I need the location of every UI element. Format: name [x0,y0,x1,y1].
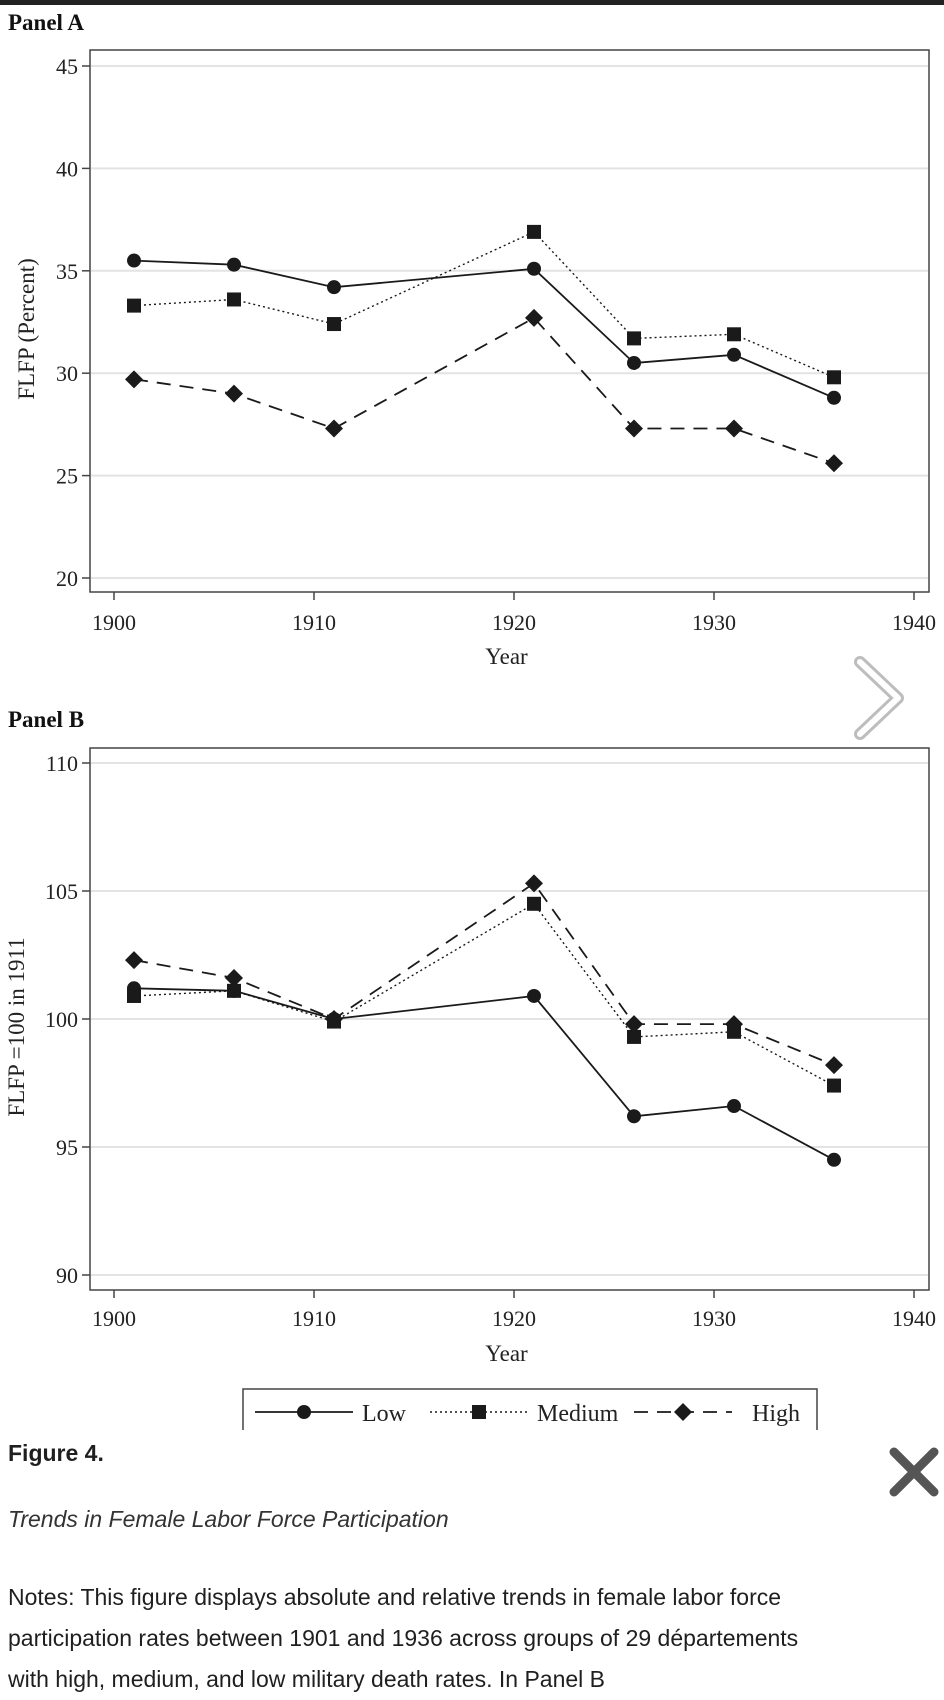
panel-title: Panel A [8,10,84,35]
data-point-low [827,1152,841,1167]
data-point-high [825,454,843,473]
legend: Low Medium High [242,1388,818,1430]
data-point-low [627,355,641,370]
data-point-medium [127,988,141,1003]
y-tick-label: 95 [56,1135,78,1160]
data-point-high [825,1056,843,1075]
series-high [125,874,843,1075]
data-point-medium [527,896,541,911]
figure-title: Trends in Female Labor Force Participati… [8,1506,449,1532]
data-point-low [627,1109,641,1124]
legend-item-low: Low [255,1401,407,1427]
chart-panel-b: Panel B 90 95 100 105 110 1900 1910 1920 1930 1940… [4,707,936,1366]
data-point-high [125,370,143,389]
data-point-high [525,308,543,327]
data-point-medium [627,1029,641,1044]
data-point-low [327,280,341,295]
series-medium [127,224,841,385]
y-tick-label: 25 [56,464,78,489]
x-tick-label: 1910 [292,610,336,635]
data-point-medium [827,1078,841,1093]
figure-number: Figure 4. [8,1440,104,1466]
data-point-high [325,419,343,438]
legend-marker [674,1403,692,1421]
data-point-high [725,419,743,438]
next-button[interactable] [852,656,908,740]
x-tick-label: 1900 [92,1306,136,1331]
data-point-low [127,253,141,268]
data-point-low [527,988,541,1003]
data-point-medium [727,327,741,342]
legend-item-medium: Medium [430,1401,619,1427]
legend-label: High [752,1401,800,1427]
x-tick-label: 1900 [92,610,136,635]
data-point-medium [227,983,241,998]
x-tick-label: 1920 [492,610,536,635]
y-tick-label: 90 [56,1263,78,1288]
series-line-low [133,987,835,1161]
data-point-high [725,1015,743,1034]
data-point-low [727,1099,741,1114]
data-point-medium [327,317,341,332]
top-bar [0,0,944,5]
close-icon [889,1447,939,1497]
series-low [127,253,841,405]
data-point-medium [227,292,241,307]
x-tick-label: 1930 [692,610,736,635]
data-point-medium [627,331,641,346]
y-tick-label: 30 [56,361,78,386]
data-point-high [625,419,643,438]
legend-marker [472,1405,486,1419]
legend-box [242,1388,818,1430]
x-tick-label: 1930 [692,1306,736,1331]
data-point-high [225,384,243,403]
legend-marker [297,1405,311,1419]
y-axis-label: FLFP =100 in 1911 [4,937,29,1116]
legend-item-high: High [634,1401,800,1427]
y-axis-label: FLFP (Percent) [14,258,39,400]
data-point-medium [827,370,841,385]
y-tick-label: 35 [56,259,78,284]
data-point-low [727,347,741,362]
y-tick-label: 45 [56,54,78,79]
legend-label: Medium [537,1401,619,1427]
x-tick-label: 1940 [892,610,936,635]
data-point-low [527,261,541,276]
close-button[interactable] [888,1446,940,1498]
data-point-low [227,257,241,272]
figure-notes: Notes: This figure displays absolute and… [8,1584,799,1692]
x-axis-label: Year [485,1341,528,1366]
y-tick-label: 40 [56,156,78,181]
chart-panel-a: Panel A 20 25 30 35 40 45 1900 1910 1920 1930 1940 Y… [8,10,936,669]
y-tick-label: 20 [56,566,78,591]
series-medium [127,896,841,1093]
data-point-high [225,969,243,988]
data-point-medium [527,224,541,239]
chevron-right-icon [854,656,904,740]
y-tick-label: 100 [45,1007,78,1032]
data-point-high [325,1010,343,1028]
series-high [125,308,843,473]
data-point-medium [127,298,141,313]
y-tick-label: 105 [45,879,78,904]
figure-chart: Panel A 20 25 30 35 40 45 1900 1910 1920 1930 1940 Y… [4,10,936,1430]
x-tick-label: 1940 [892,1306,936,1331]
y-tick-label: 110 [46,751,78,776]
x-tick-label: 1910 [292,1306,336,1331]
series-low [127,981,841,1167]
data-point-high [525,874,543,893]
plot-frame [89,49,930,593]
x-axis-label: Year [485,644,528,669]
legend-label: Low [362,1401,407,1427]
data-point-high [125,951,143,970]
panel-title: Panel B [8,707,84,732]
x-tick-label: 1920 [492,1306,536,1331]
data-point-high [625,1015,643,1034]
data-point-low [827,390,841,405]
